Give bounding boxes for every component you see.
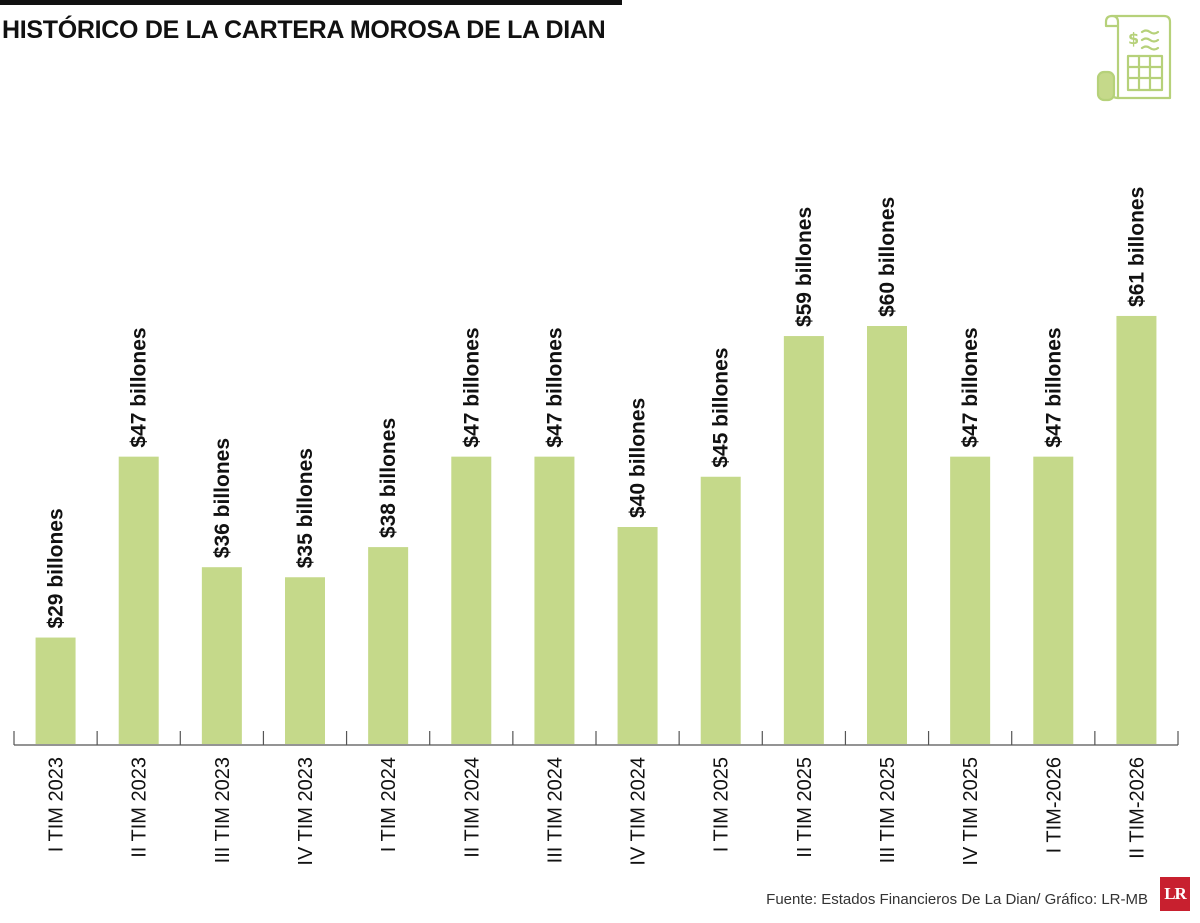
- bar: [1116, 315, 1157, 744]
- bar: [617, 527, 658, 744]
- x-tick-label: IV TIM 2023: [295, 757, 317, 866]
- bar-value-label: $47 billones: [128, 327, 151, 447]
- bar-value-label: $60 billones: [876, 197, 899, 317]
- bar-value-label: $59 billones: [793, 207, 816, 327]
- bar: [118, 456, 159, 744]
- chart-title: HISTÓRICO DE LA CARTERA MOROSA DE LA DIA…: [2, 16, 606, 44]
- bar: [285, 577, 325, 744]
- title-rule: [0, 0, 622, 5]
- bar: [534, 456, 575, 744]
- bar-value-label: $45 billones: [710, 348, 733, 468]
- bar-value-label: $47 billones: [1042, 327, 1065, 447]
- x-tick-label: II TIM 2023: [129, 757, 151, 858]
- bar: [783, 336, 824, 744]
- bar-value-label: $61 billones: [1125, 187, 1148, 307]
- x-tick-label: III TIM 2024: [544, 757, 566, 863]
- x-tick-label: II TIM 2024: [461, 757, 483, 858]
- bar: [451, 456, 492, 744]
- bar: [867, 326, 907, 744]
- lr-logo: LR: [1160, 877, 1190, 911]
- x-tick-label: I TIM 2024: [378, 757, 400, 852]
- bar-value-label: $47 billones: [959, 327, 982, 447]
- bar-value-label: $47 billones: [543, 327, 566, 447]
- x-tick-label: II TIM 2025: [794, 757, 816, 858]
- x-tick-label: I TIM 2025: [711, 757, 733, 852]
- bar: [1033, 456, 1074, 744]
- bar-value-label: $38 billones: [377, 418, 400, 538]
- x-tick-label: III TIM 2023: [212, 757, 234, 863]
- bar: [950, 456, 991, 744]
- x-tick-label: II TIM-2026: [1126, 757, 1148, 859]
- svg-text:$: $: [1128, 29, 1139, 48]
- bar-value-label: $47 billones: [460, 327, 483, 447]
- bar-value-label: $36 billones: [211, 438, 234, 558]
- x-tick-label: I TIM-2026: [1043, 757, 1065, 853]
- bar-value-label: $40 billones: [627, 398, 650, 518]
- x-tick-label: III TIM 2025: [877, 757, 899, 863]
- x-tick-label: IV TIM 2024: [628, 757, 650, 866]
- bar: [700, 476, 741, 744]
- bar: [201, 567, 242, 744]
- bar: [368, 547, 409, 744]
- bar-value-label: $35 billones: [294, 448, 317, 568]
- x-tick-label: IV TIM 2025: [960, 757, 982, 866]
- bar-value-label: $29 billones: [45, 508, 68, 628]
- document-spreadsheet-icon: $: [1096, 14, 1172, 102]
- x-tick-label: I TIM 2023: [46, 757, 68, 852]
- bar: [35, 637, 76, 744]
- source-note: Fuente: Estados Financieros De La Dian/ …: [766, 891, 1148, 908]
